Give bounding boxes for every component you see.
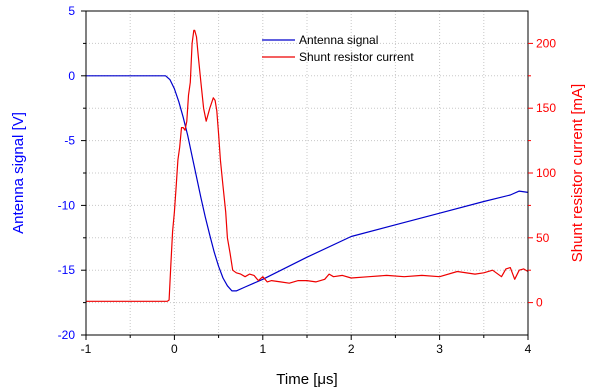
legend-label-shunt: Shunt resistor current	[299, 50, 414, 64]
right-y-tick-label: 100	[536, 166, 556, 180]
series-layer	[86, 29, 529, 302]
left-y-tick-label: -5	[64, 134, 75, 148]
right-y-tick-label: 150	[536, 101, 556, 115]
legend: Antenna signal Shunt resistor current	[262, 33, 414, 64]
x-tick-label: 3	[436, 342, 443, 356]
left-y-tick-label: -10	[58, 198, 76, 212]
x-axis-label: Time [μs]	[276, 371, 337, 388]
left-y-tick-label: 0	[68, 69, 75, 83]
left-y-tick-label: -15	[58, 263, 76, 277]
left-y-tick-label: -20	[58, 328, 76, 342]
x-tick-label: 0	[171, 342, 178, 356]
x-tick-label: 2	[348, 342, 355, 356]
x-tick-label: 4	[525, 342, 532, 356]
right-y-tick-label: 200	[536, 36, 556, 50]
series-line-antenna-signal	[86, 75, 529, 292]
left-y-tick-label: 5	[68, 4, 75, 18]
legend-label-antenna: Antenna signal	[299, 33, 378, 47]
right-y-tick-label: 50	[536, 231, 550, 245]
right-y-axis-label: Shunt resistor current [mA]	[569, 84, 586, 262]
left-y-axis-label: Antenna signal [V]	[10, 112, 27, 234]
right-y-tick-label: 0	[536, 296, 543, 310]
x-tick-label: -1	[81, 342, 92, 356]
series-line-shunt-current	[86, 29, 529, 302]
x-tick-label: 1	[259, 342, 266, 356]
